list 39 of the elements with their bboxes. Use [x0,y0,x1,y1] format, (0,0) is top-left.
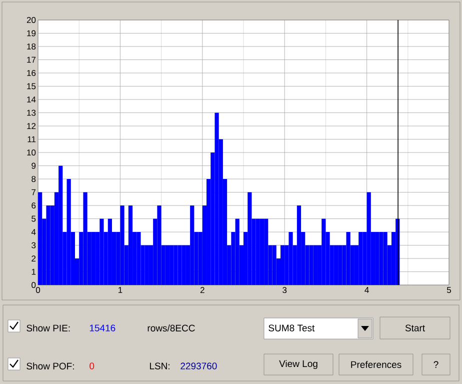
y-tick-label: 15 [27,83,36,90]
text: Show PIE: [26,324,70,332]
y-tick-label: 20 [26,17,36,24]
x-tick-label: 1 [118,287,122,293]
y-tick-label: 3 [32,242,36,248]
y-tick-label: 10 [27,150,36,156]
x-tick-label: 4 [364,287,369,293]
text: 0 [90,362,94,370]
text: Preferences [351,361,402,368]
y-tick-label: 0 [32,282,36,288]
text: LSN: [150,362,170,370]
y-tick-label: 14 [27,96,36,102]
y-tick-label: 13 [27,110,36,116]
y-tick-label: 1 [32,268,36,275]
text: 15416 [90,324,116,332]
x-tick-label: 3 [282,287,287,294]
y-tick-label: 9 [32,162,36,169]
text: Show POF: [26,362,74,370]
y-tick-label: 12 [27,123,36,129]
y-tick-label: 18 [27,44,36,50]
y-tick-label: 17 [27,56,36,63]
y-tick-label: 8 [32,176,36,182]
text: 2293760 [180,362,217,370]
y-tick-label: 7 [32,189,36,196]
text: View Log [279,360,318,369]
y-tick-label: 5 [32,216,36,222]
y-tick-label: 6 [32,202,36,209]
text: Start [405,324,425,332]
y-tick-label: 19 [27,30,36,36]
text: SUM8 Test [268,324,315,332]
x-tick-label: 5 [446,287,452,293]
y-tick-label: 16 [27,70,36,76]
y-tick-label: 11 [28,136,36,142]
y-tick-label: 4 [31,229,36,235]
y-tick-label: 2 [32,256,36,262]
x-tick-label: 0 [36,287,40,294]
text: ? [434,361,438,368]
x-tick-label: 2 [200,287,204,293]
text: rows/8ECC [148,324,195,332]
